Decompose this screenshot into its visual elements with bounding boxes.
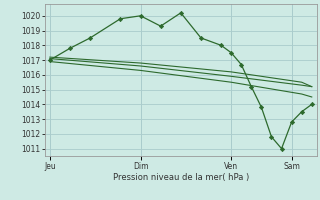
X-axis label: Pression niveau de la mer( hPa ): Pression niveau de la mer( hPa ) [113,173,249,182]
